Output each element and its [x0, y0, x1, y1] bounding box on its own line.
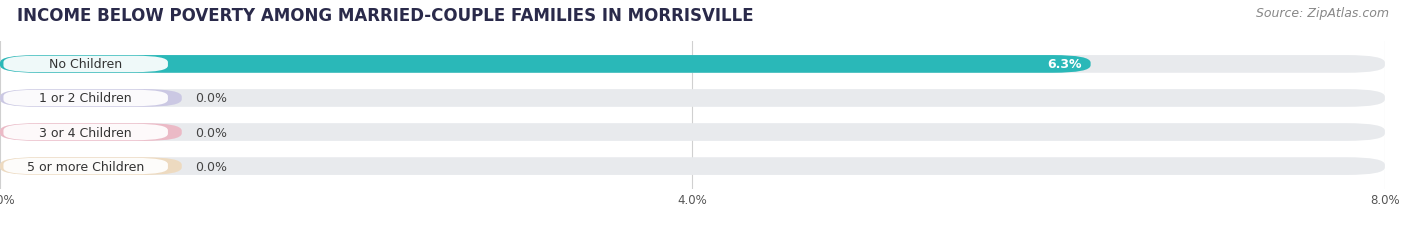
- Text: INCOME BELOW POVERTY AMONG MARRIED-COUPLE FAMILIES IN MORRISVILLE: INCOME BELOW POVERTY AMONG MARRIED-COUPL…: [17, 7, 754, 25]
- FancyBboxPatch shape: [0, 56, 1385, 73]
- FancyBboxPatch shape: [0, 90, 181, 107]
- Text: 0.0%: 0.0%: [195, 126, 228, 139]
- Text: No Children: No Children: [49, 58, 122, 71]
- Text: 5 or more Children: 5 or more Children: [27, 160, 145, 173]
- FancyBboxPatch shape: [3, 158, 167, 174]
- Text: 0.0%: 0.0%: [195, 160, 228, 173]
- FancyBboxPatch shape: [0, 90, 1385, 107]
- FancyBboxPatch shape: [3, 124, 167, 141]
- Text: 6.3%: 6.3%: [1047, 58, 1083, 71]
- FancyBboxPatch shape: [0, 124, 181, 141]
- Text: 1 or 2 Children: 1 or 2 Children: [39, 92, 132, 105]
- Text: Source: ZipAtlas.com: Source: ZipAtlas.com: [1256, 7, 1389, 20]
- Text: 3 or 4 Children: 3 or 4 Children: [39, 126, 132, 139]
- FancyBboxPatch shape: [3, 90, 167, 107]
- FancyBboxPatch shape: [0, 158, 1385, 175]
- FancyBboxPatch shape: [0, 124, 1385, 141]
- FancyBboxPatch shape: [0, 158, 181, 175]
- FancyBboxPatch shape: [0, 56, 1091, 73]
- FancyBboxPatch shape: [3, 57, 167, 73]
- Text: 0.0%: 0.0%: [195, 92, 228, 105]
